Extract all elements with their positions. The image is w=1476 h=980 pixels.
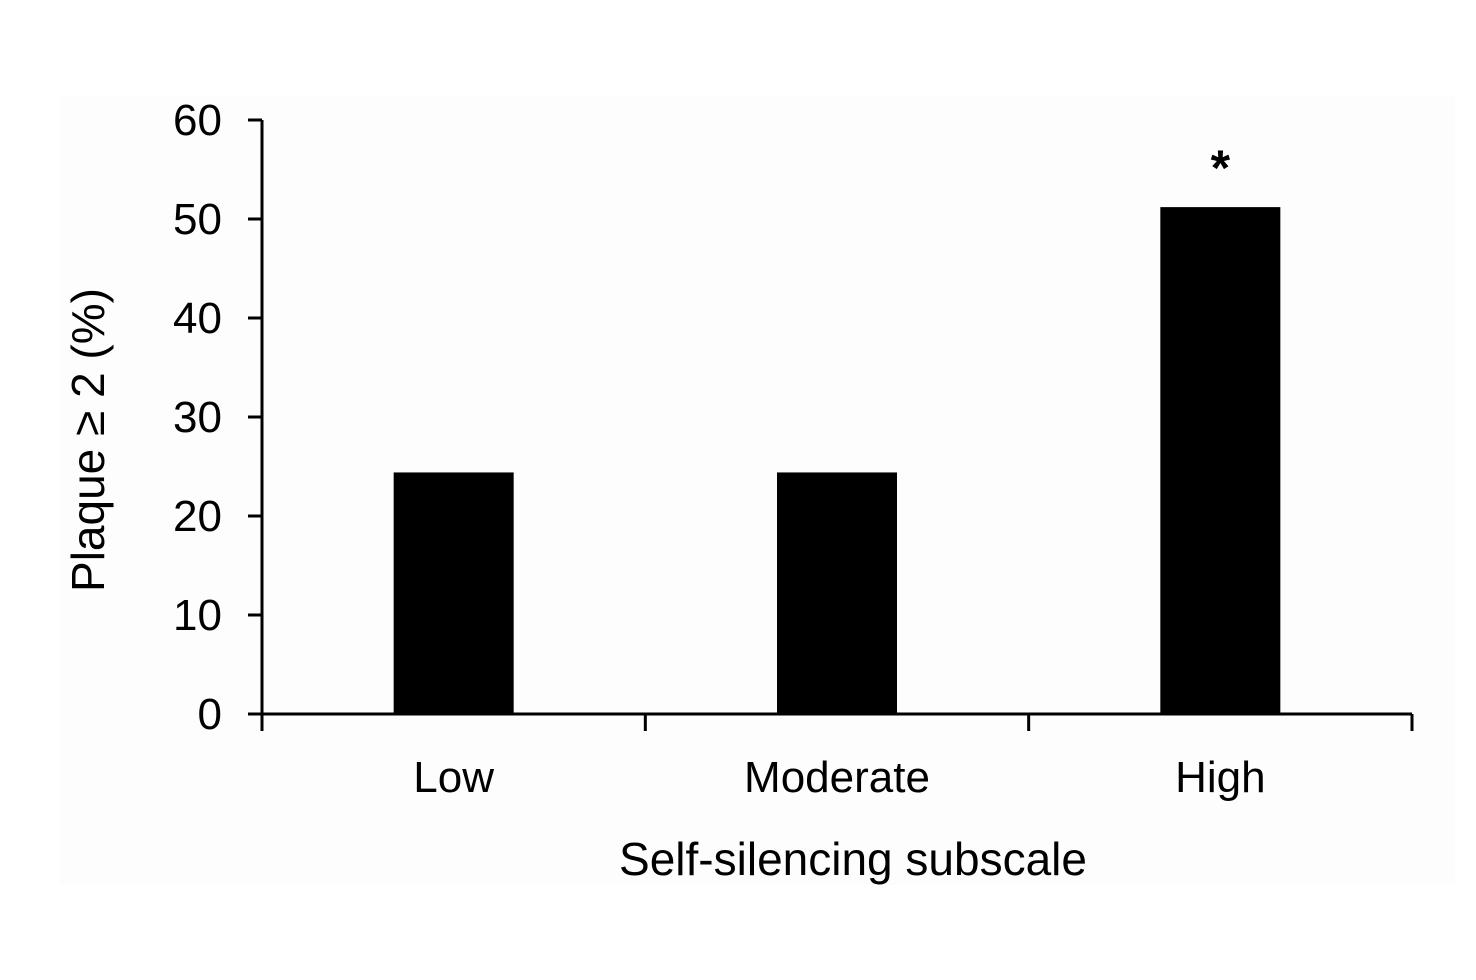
bars: [393, 207, 1281, 714]
y-axis-ticks: 0 10 20 30 40 50 60: [173, 96, 262, 739]
x-tick-label: Low: [413, 753, 494, 802]
bar-low: [393, 472, 514, 714]
y-tick-label: 20: [173, 492, 222, 541]
x-axis-title: Self-silencing subscale: [619, 833, 1087, 885]
y-tick-label: 0: [198, 690, 222, 739]
y-tick-label: 60: [173, 96, 222, 145]
y-tick-label: 40: [173, 294, 222, 343]
bar-moderate: [777, 472, 897, 714]
significance-marker: *: [1211, 140, 1231, 196]
x-tick-label: High: [1175, 753, 1266, 802]
x-tick-label: Moderate: [744, 753, 930, 802]
bar-high: [1160, 207, 1281, 714]
y-axis-title: Plaque ≥ 2 (%): [62, 288, 114, 592]
y-tick-label: 10: [173, 591, 222, 640]
y-tick-label: 50: [173, 195, 222, 244]
y-tick-label: 30: [173, 393, 222, 442]
bar-annotations: *: [1211, 140, 1231, 196]
x-axis-ticks: Low Moderate High: [260, 714, 1414, 802]
